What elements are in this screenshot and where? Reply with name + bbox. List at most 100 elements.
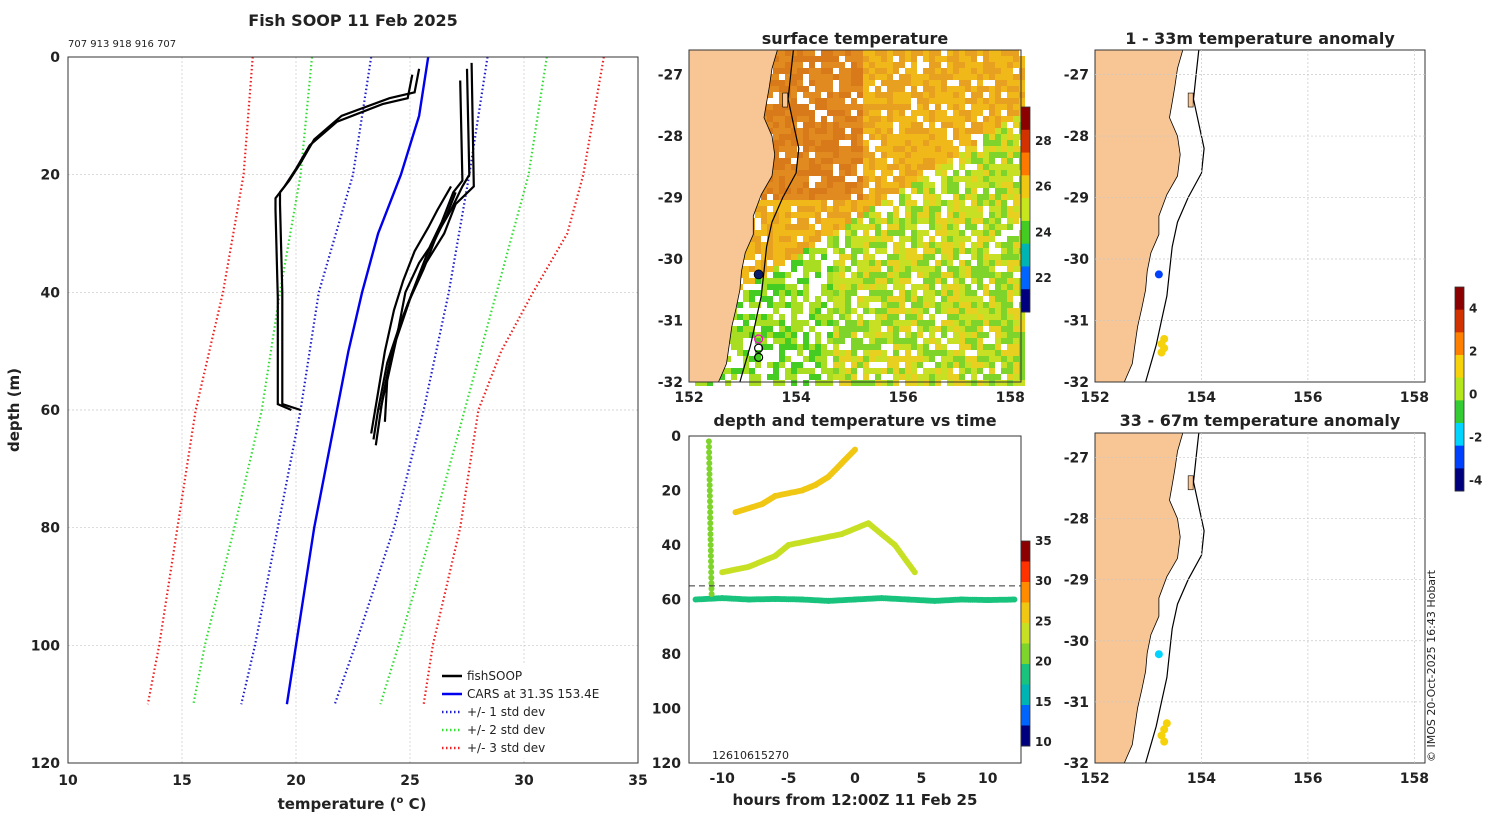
- sst-pixel: [947, 182, 953, 188]
- sst-pixel: [875, 272, 881, 278]
- sst-pixel: [965, 224, 971, 230]
- sst-colorbar-segment: [1021, 129, 1030, 154]
- sst-pixel: [929, 218, 935, 224]
- sst-pixel: [971, 266, 977, 272]
- sst-pixel: [833, 320, 839, 326]
- sst-pixel: [899, 158, 905, 164]
- sst-pixel: [845, 380, 851, 386]
- sst-pixel: [869, 308, 875, 314]
- sst-pixel: [929, 200, 935, 206]
- sst-pixel: [785, 266, 791, 272]
- sst-pixel: [803, 152, 809, 158]
- sst-pixel: [905, 182, 911, 188]
- sst-pixel: [983, 146, 989, 152]
- sst-pixel: [779, 320, 785, 326]
- sst-pixel: [833, 308, 839, 314]
- sst-pixel: [881, 62, 887, 68]
- sst-pixel: [953, 350, 959, 356]
- sst-pixel: [851, 230, 857, 236]
- sst-pixel: [845, 62, 851, 68]
- sst-pixel: [995, 308, 1001, 314]
- sst-pixel: [863, 320, 869, 326]
- timeseries-point: [707, 503, 714, 510]
- sst-pixel: [917, 224, 923, 230]
- sst-pixel: [821, 68, 827, 74]
- sst-pixel: [803, 218, 809, 224]
- sst-pixel: [755, 260, 761, 266]
- sst-pixel: [1001, 260, 1007, 266]
- sst-pixel: [827, 80, 833, 86]
- sst-pixel: [821, 278, 827, 284]
- sst-pixel: [815, 158, 821, 164]
- sst-pixel: [851, 278, 857, 284]
- sst-pixel: [833, 380, 839, 386]
- sst-pixel: [923, 266, 929, 272]
- sst-pixel: [965, 170, 971, 176]
- sst-pixel: [893, 134, 899, 140]
- sst-pixel: [971, 368, 977, 374]
- sst-pixel: [863, 62, 869, 68]
- sst-pixel: [791, 188, 797, 194]
- sst-marker-ring: [754, 352, 764, 363]
- sst-pixel: [965, 236, 971, 242]
- sst-pixel: [851, 356, 857, 362]
- sst-pixel: [845, 296, 851, 302]
- sst-pixel: [833, 116, 839, 122]
- sst-pixel: [893, 278, 899, 284]
- sst-pixel: [857, 200, 863, 206]
- sst-pixel: [1019, 50, 1025, 56]
- sst-pixel: [947, 314, 953, 320]
- sst-pixel: [1007, 254, 1013, 260]
- sst-pixel: [797, 218, 803, 224]
- sst-pixel: [725, 374, 731, 380]
- sst-pixel: [941, 86, 947, 92]
- sst-pixel: [767, 182, 773, 188]
- sst-pixel: [833, 302, 839, 308]
- sst-pixel: [1013, 86, 1019, 92]
- sst-pixel: [773, 362, 779, 368]
- sst-pixel: [863, 56, 869, 62]
- sst-pixel: [875, 134, 881, 140]
- sst-pixel: [791, 218, 797, 224]
- sst-pixel: [965, 92, 971, 98]
- sst-pixel: [887, 164, 893, 170]
- sst-pixel: [983, 326, 989, 332]
- sst-pixel: [839, 344, 845, 350]
- sst-pixel: [977, 332, 983, 338]
- sst-pixel: [761, 296, 767, 302]
- sst-pixel: [731, 362, 737, 368]
- sst-pixel: [737, 344, 743, 350]
- sst-pixel: [959, 338, 965, 344]
- sst-pixel: [833, 146, 839, 152]
- sst-pixel: [959, 290, 965, 296]
- sst-pixel: [1007, 110, 1013, 116]
- sst-pixel: [977, 86, 983, 92]
- sst-pixel: [845, 206, 851, 212]
- legend-entry: +/- 2 std dev: [467, 723, 545, 737]
- sst-pixel: [875, 380, 881, 386]
- sst-pixel: [935, 170, 941, 176]
- sst-pixel: [893, 242, 899, 248]
- land-mass: [688, 49, 778, 383]
- sst-pixel: [905, 338, 911, 344]
- sst-pixel: [737, 290, 743, 296]
- sst-pixel: [887, 152, 893, 158]
- sst-pixel: [875, 116, 881, 122]
- sst-pixel: [869, 140, 875, 146]
- sst-pixel: [791, 362, 797, 368]
- sst-pixel: [761, 326, 767, 332]
- sst-pixel: [815, 368, 821, 374]
- sst-pixel: [773, 326, 779, 332]
- sst-pixel: [953, 206, 959, 212]
- sst-pixel: [971, 272, 977, 278]
- sst-pixel: [905, 272, 911, 278]
- sst-pixel: [887, 68, 893, 74]
- sst-pixel: [893, 218, 899, 224]
- sst-pixel: [833, 236, 839, 242]
- sst-pixel: [869, 380, 875, 386]
- sst-pixel: [797, 98, 803, 104]
- sst-pixel: [833, 134, 839, 140]
- sst-pixel: [965, 278, 971, 284]
- timeseries-point: [706, 476, 713, 483]
- sst-pixel: [881, 326, 887, 332]
